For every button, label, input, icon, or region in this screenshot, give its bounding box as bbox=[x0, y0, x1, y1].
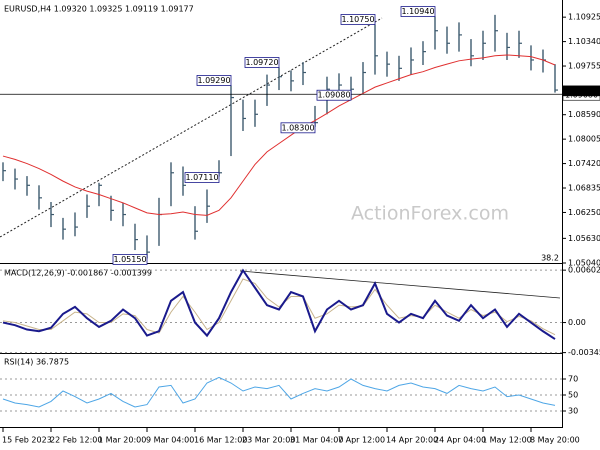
annotation-box bbox=[400, 6, 436, 17]
y-tick-label: 1.08005 bbox=[568, 135, 600, 144]
annotation-label: 1.05150 bbox=[113, 255, 146, 264]
x-tick-label: 31 Mar 04:00 bbox=[290, 436, 343, 445]
rsi-title: RSI(14) 36.7875 bbox=[4, 358, 69, 367]
x-tick-label: 14 Apr 20:00 bbox=[386, 436, 438, 445]
x-tick-label: 8 May 20:00 bbox=[530, 436, 580, 445]
price-tag bbox=[562, 85, 600, 97]
price-tag-label: 1.09137 bbox=[565, 86, 598, 95]
y-tick-label: 50 bbox=[568, 391, 578, 400]
annotation-label: 1.09290 bbox=[197, 76, 230, 85]
y-tick-label: 0.006023 bbox=[568, 266, 600, 275]
moving-average bbox=[2, 54, 556, 216]
x-tick-label: 1 May 12:00 bbox=[482, 436, 532, 445]
annotation-label: 1.10750 bbox=[341, 15, 374, 24]
macd-title: MACD(12,26,9) -0.001867 -0.001399 bbox=[4, 269, 152, 278]
x-tick-label: 16 Mar 12:00 bbox=[194, 436, 247, 445]
y-tick-label: 70 bbox=[568, 375, 578, 384]
annotation-label: 1.09080 bbox=[317, 91, 350, 100]
y-tick-label: 1.09755 bbox=[568, 62, 600, 71]
x-tick-label: 1 Mar 20:00 bbox=[98, 436, 146, 445]
annotation-box bbox=[112, 254, 148, 265]
annotation-box bbox=[184, 172, 220, 183]
y-tick-label: 1.06250 bbox=[568, 208, 600, 217]
annotation-box bbox=[316, 89, 352, 101]
y-tick-label: 1.05040 bbox=[568, 259, 600, 268]
annotation-box bbox=[196, 75, 232, 86]
x-tick-label: 9 Mar 04:00 bbox=[146, 436, 194, 445]
chart-header: EURUSD,H4 1.09320 1.09325 1.09119 1.0917… bbox=[4, 5, 194, 14]
annotation-box bbox=[280, 122, 316, 134]
annotation-label: 1.08300 bbox=[281, 123, 314, 132]
annotation-box bbox=[244, 57, 280, 68]
y-tick-label: 1.10925 bbox=[568, 13, 600, 22]
y-tick-label: 1.07420 bbox=[568, 159, 600, 168]
x-tick-label: 24 Apr 04:00 bbox=[434, 436, 486, 445]
macd-line bbox=[2, 268, 556, 340]
x-tick-label: 22 Feb 12:00 bbox=[50, 436, 102, 445]
fib-label: 38.2 bbox=[541, 254, 559, 263]
y-tick-label: 1.05630 bbox=[568, 234, 600, 243]
x-tick-label: 23 Mar 20:00 bbox=[242, 436, 295, 445]
divergence-line bbox=[239, 270, 561, 299]
annotation-label: 1.09720 bbox=[245, 58, 278, 67]
annotation-box bbox=[340, 14, 376, 25]
y-tick-label: 30 bbox=[568, 407, 578, 416]
x-tick-label: 15 Feb 2023 bbox=[2, 436, 52, 445]
watermark: ActionForex.com bbox=[351, 203, 509, 225]
y-tick-label: -0.003456 bbox=[568, 348, 600, 357]
y-tick-label: 0.00 bbox=[568, 318, 586, 327]
y-tick-label: 1.10340 bbox=[568, 37, 600, 46]
annotation-label: 1.10940 bbox=[401, 7, 434, 16]
annotation-label: 1.07110 bbox=[185, 173, 218, 182]
x-tick-label: 7 Apr 12:00 bbox=[338, 436, 385, 445]
rsi-line bbox=[2, 376, 556, 408]
y-tick-label: 1.08590 bbox=[568, 110, 600, 119]
trend-line bbox=[0, 17, 383, 238]
y-tick-label: 1.06835 bbox=[568, 184, 600, 193]
